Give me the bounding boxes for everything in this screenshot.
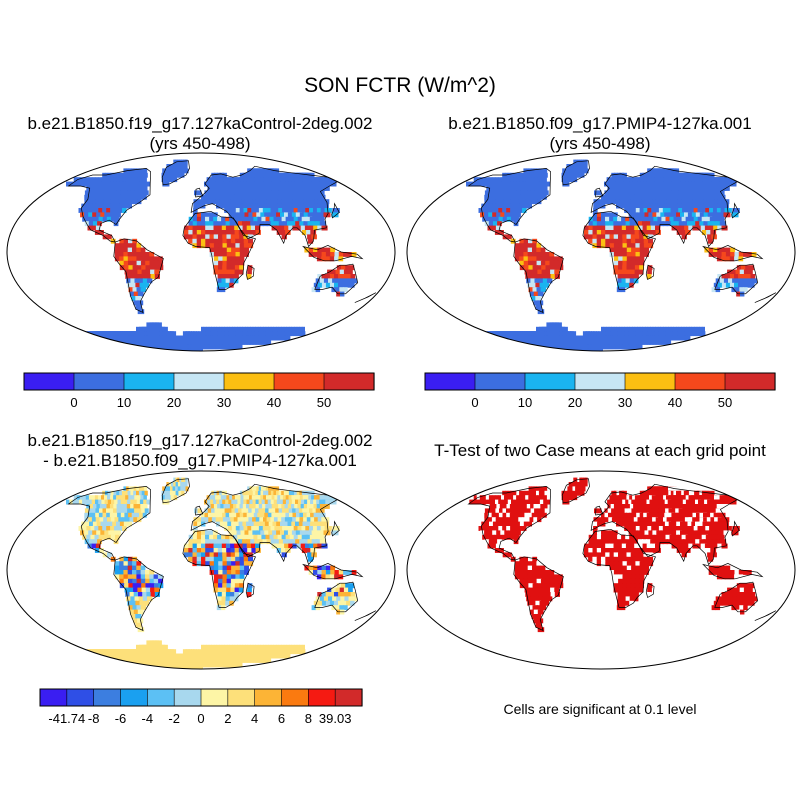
map-difference (6, 470, 396, 670)
colorbar-box (93, 688, 122, 707)
colorbar-label: 8 (305, 711, 312, 726)
colorbar-label: 40 (668, 395, 682, 410)
colorbar-label: -41.74 (48, 711, 85, 726)
colorbar-label: 10 (518, 395, 532, 410)
colorbar-frame (39, 688, 363, 707)
colorbar-label: 0 (70, 395, 77, 410)
coastlines (67, 160, 377, 314)
colorbar-pmip4: 0 10 20 30 40 50 (424, 372, 776, 417)
panel-title-line: b.e21.B1850.f09_g17.PMIP4-127ka.001 (448, 114, 752, 133)
colorbar-box (200, 688, 229, 707)
colorbar-box (273, 372, 325, 391)
colorbar-label: 50 (718, 395, 732, 410)
colorbar-box (66, 688, 95, 707)
colorbar-box (323, 372, 375, 391)
colorbar-label: -4 (142, 711, 154, 726)
coastlines (467, 160, 777, 314)
figure-title: SON FCTR (W/m^2) (304, 74, 496, 97)
colorbar-box (281, 688, 309, 707)
map-border (406, 470, 796, 670)
colorbar-box (73, 372, 125, 391)
colorbar-box (173, 372, 225, 391)
panel-title-control: b.e21.B1850.f19_g17.127kaControl-2deg.00… (0, 114, 400, 154)
panel-title-pmip4: b.e21.B1850.f09_g17.PMIP4-127ka.001 (yrs… (400, 114, 800, 154)
map-pmip4 (406, 152, 796, 352)
colorbar-label: 0 (471, 395, 478, 410)
colorbar-box (123, 372, 175, 391)
colorbar-box (23, 372, 75, 391)
colorbar-box (227, 688, 256, 707)
map-border (406, 152, 796, 352)
colorbar-difference-svg: -41.74 -8 -6 -4 -2 0 2 4 6 8 39.03 (39, 688, 363, 726)
panel-title-line: b.e21.B1850.f19_g17.127kaControl-2deg.00… (27, 114, 373, 133)
panel-title-line: (yrs 450-498) (149, 134, 251, 153)
map-ttest-svg (406, 470, 796, 670)
colorbar-box (574, 372, 626, 391)
colorbar-label: 0 (197, 711, 204, 726)
colorbar-label: 6 (278, 711, 285, 726)
coastlines (467, 478, 777, 632)
colorbar-label: 10 (117, 395, 131, 410)
colorbar-box (39, 688, 68, 707)
colorbar-label: 39.03 (319, 711, 352, 726)
colorbar-label: 4 (251, 711, 258, 726)
colorbar-label: -8 (88, 711, 100, 726)
panel-title-ttest: T-Test of two Case means at each grid po… (400, 441, 800, 461)
colorbar-box (147, 688, 175, 707)
panel-title-difference: b.e21.B1850.f19_g17.127kaControl-2deg.00… (0, 431, 400, 471)
colorbar-control-svg: 0 10 20 30 40 50 (23, 372, 375, 410)
colorbar-box (173, 688, 202, 707)
colorbar-label: 20 (568, 395, 582, 410)
colorbar-frame (23, 372, 375, 391)
colorbar-label: 30 (618, 395, 632, 410)
colorbar-pmip4-svg: 0 10 20 30 40 50 (424, 372, 776, 410)
colorbar-box (254, 688, 283, 707)
colorbar-label: 30 (217, 395, 231, 410)
colorbar-box (424, 372, 476, 391)
colorbar-box (674, 372, 726, 391)
colorbar-box (474, 372, 526, 391)
colorbar-label: 2 (224, 711, 231, 726)
panel-title-line: T-Test of two Case means at each grid po… (434, 441, 766, 460)
colorbar-control: 0 10 20 30 40 50 (23, 372, 375, 417)
panel-title-line: - b.e21.B1850.f09_g17.PMIP4-127ka.001 (43, 451, 357, 470)
colorbar-difference: -41.74 -8 -6 -4 -2 0 2 4 6 8 39.03 (39, 688, 363, 733)
map-difference-svg (6, 470, 396, 670)
map-border (6, 152, 396, 352)
map-control (6, 152, 396, 352)
map-border (6, 470, 396, 670)
colorbar-box (334, 688, 363, 707)
map-pmip4-svg (406, 152, 796, 352)
colorbar-label: 20 (167, 395, 181, 410)
panel-title-line: b.e21.B1850.f19_g17.127kaControl-2deg.00… (27, 431, 373, 450)
map-ttest (406, 470, 796, 670)
colorbar-box (624, 372, 676, 391)
colorbar-box (120, 688, 148, 707)
colorbar-box (524, 372, 576, 391)
colorbar-box (223, 372, 275, 391)
colorbar-box (308, 688, 336, 707)
colorbar-label: 40 (267, 395, 281, 410)
colorbar-frame (424, 372, 776, 391)
panel-title-line: (yrs 450-498) (549, 134, 651, 153)
coastlines (67, 478, 377, 632)
colorbar-label: 50 (317, 395, 331, 410)
colorbar-label: -2 (168, 711, 180, 726)
colorbar-label: -6 (115, 711, 127, 726)
colorbar-box (724, 372, 776, 391)
significance-note: Cells are significant at 0.1 level (503, 701, 697, 717)
map-control-svg (6, 152, 396, 352)
